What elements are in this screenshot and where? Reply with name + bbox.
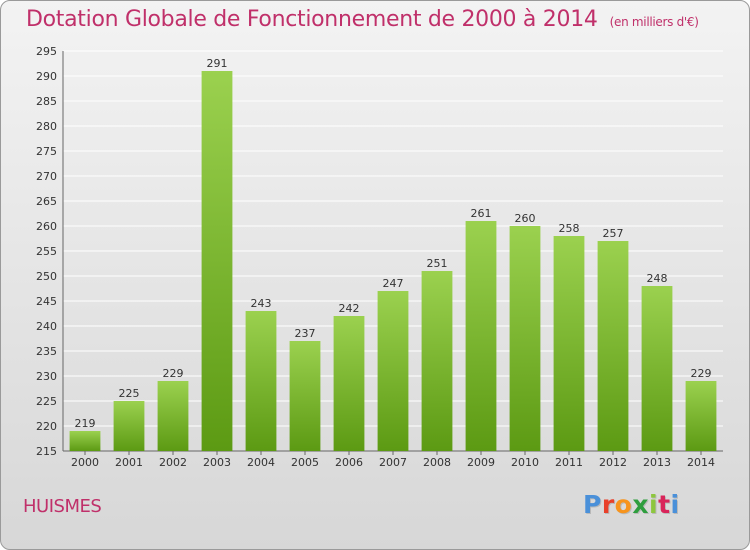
data-label: 237 [295, 327, 316, 340]
data-label: 251 [427, 257, 448, 270]
data-label: 225 [119, 387, 140, 400]
y-tick-label: 255 [36, 245, 57, 258]
bar-2008 [421, 271, 453, 451]
x-tick-label: 2011 [555, 456, 583, 469]
y-tick-label: 275 [36, 145, 57, 158]
data-label: 219 [75, 417, 96, 430]
data-label: 229 [163, 367, 184, 380]
x-tick-label: 2013 [643, 456, 671, 469]
bar-2003 [201, 71, 233, 451]
x-tick-label: 2010 [511, 456, 539, 469]
commune-name: HUISMES [23, 496, 102, 517]
y-tick-label: 260 [36, 220, 57, 233]
logo-letter: x [632, 490, 649, 519]
y-tick-label: 215 [36, 445, 57, 458]
data-label: 242 [339, 302, 360, 315]
logo-letter: o [614, 490, 633, 519]
bar-2010 [509, 226, 541, 451]
data-label: 258 [559, 222, 580, 235]
bar-2007 [377, 291, 409, 451]
bar-2000 [69, 431, 101, 451]
chart-title-text: Dotation Globale de Fonctionnement de 20… [26, 7, 598, 32]
y-tick-label: 230 [36, 370, 57, 383]
x-tick-label: 2005 [291, 456, 319, 469]
x-tick-label: 2002 [159, 456, 187, 469]
y-tick-label: 280 [36, 120, 57, 133]
data-label: 243 [251, 297, 272, 310]
logo-letter: i [670, 490, 680, 519]
bar-2004 [245, 311, 277, 451]
data-label: 291 [207, 57, 228, 70]
bar-2009 [465, 221, 497, 451]
chart-title: Dotation Globale de Fonctionnement de 20… [26, 7, 726, 32]
x-tick-label: 2003 [203, 456, 231, 469]
x-tick-label: 2004 [247, 456, 275, 469]
bar-2014 [685, 381, 717, 451]
x-tick-label: 2006 [335, 456, 363, 469]
y-tick-label: 240 [36, 320, 57, 333]
y-tick-label: 285 [36, 95, 57, 108]
bar-2006 [333, 316, 365, 451]
bar-2001 [113, 401, 145, 451]
proxiti-logo: Proxiti [583, 490, 680, 519]
y-tick-label: 220 [36, 420, 57, 433]
y-tick-label: 265 [36, 195, 57, 208]
x-tick-label: 2001 [115, 456, 143, 469]
y-tick-label: 250 [36, 270, 57, 283]
y-tick-label: 295 [36, 45, 57, 58]
bar-2013 [641, 286, 673, 451]
logo-letter: i [649, 490, 659, 519]
data-label: 257 [603, 227, 624, 240]
y-tick-label: 245 [36, 295, 57, 308]
data-label: 261 [471, 207, 492, 220]
x-tick-label: 2012 [599, 456, 627, 469]
y-tick-label: 290 [36, 70, 57, 83]
bar-2012 [597, 241, 629, 451]
data-label: 229 [691, 367, 712, 380]
y-tick-label: 270 [36, 170, 57, 183]
data-label: 248 [647, 272, 668, 285]
bar-2005 [289, 341, 321, 451]
y-tick-label: 225 [36, 395, 57, 408]
chart-subtitle: (en milliers d'€) [609, 15, 699, 29]
x-tick-label: 2009 [467, 456, 495, 469]
logo-letter: P [583, 490, 602, 519]
data-label: 247 [383, 277, 404, 290]
x-tick-label: 2008 [423, 456, 451, 469]
logo-letter: r [601, 490, 615, 519]
x-tick-label: 2007 [379, 456, 407, 469]
bar-2002 [157, 381, 189, 451]
x-tick-label: 2014 [687, 456, 715, 469]
data-label: 260 [515, 212, 536, 225]
logo-letter: t [658, 490, 671, 519]
y-tick-label: 235 [36, 345, 57, 358]
bar-2011 [553, 236, 585, 451]
x-tick-label: 2000 [71, 456, 99, 469]
